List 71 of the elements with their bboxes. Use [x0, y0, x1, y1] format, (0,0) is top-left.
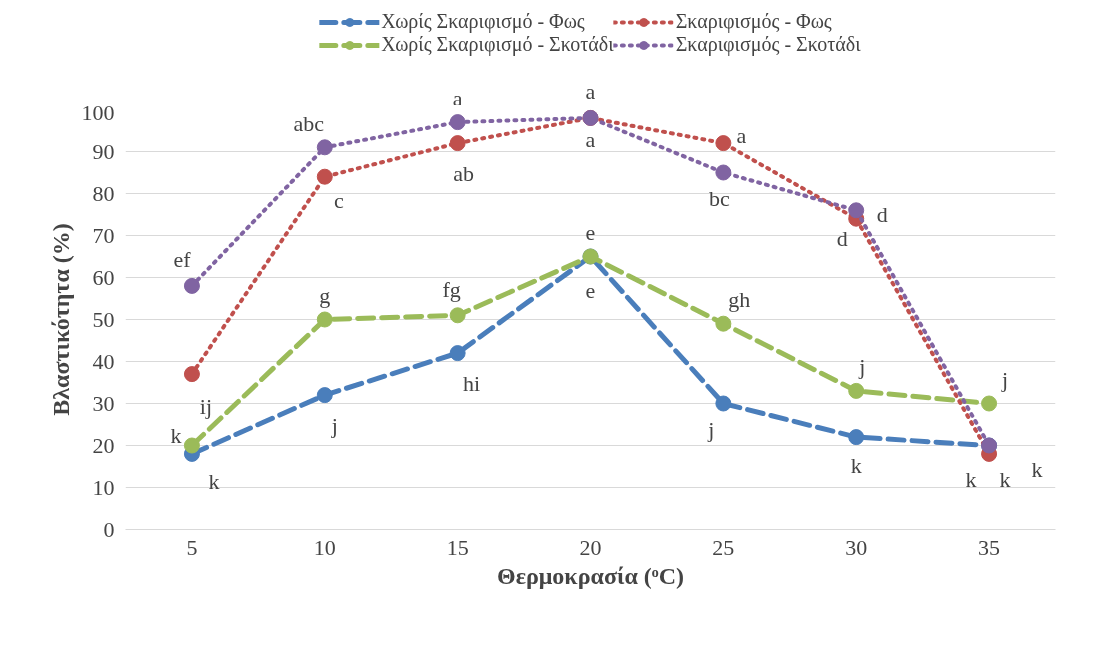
x-tick-label: 10 — [313, 534, 336, 560]
annotation: hi — [463, 370, 481, 396]
annotation: d — [876, 201, 888, 227]
annotation: j — [1001, 367, 1009, 392]
annotation: e — [585, 277, 596, 303]
annotation: k — [999, 467, 1011, 493]
annotation: k — [1031, 457, 1043, 482]
annotation: a — [736, 122, 747, 148]
annotation: e — [585, 219, 596, 245]
point — [715, 315, 732, 332]
y-tick-label: 40 — [92, 348, 115, 374]
legend-label: Χωρίς Σκαριφισμό - Φως — [381, 10, 585, 33]
annotation: fg — [442, 276, 461, 302]
point — [316, 311, 333, 328]
x-axis-title: Θερμοκρασία (ᵒC) — [496, 562, 685, 589]
annotation: j — [330, 412, 338, 438]
annotation: ij — [199, 393, 213, 419]
y-tick-label: 90 — [92, 138, 115, 164]
point — [183, 277, 200, 294]
point — [316, 387, 333, 404]
annotation: k — [208, 469, 220, 495]
y-tick-label: 10 — [92, 474, 115, 500]
point — [316, 168, 333, 185]
y-tick-label: 20 — [92, 432, 115, 458]
point — [183, 366, 200, 383]
annotation: a — [585, 79, 596, 105]
point — [715, 164, 732, 181]
annotation: j — [858, 354, 866, 380]
annotation: a — [452, 85, 463, 111]
annotation: bc — [708, 186, 730, 211]
point — [449, 307, 466, 324]
x-tick-label: 5 — [186, 534, 198, 560]
annotation: c — [333, 188, 344, 214]
x-tick-label: 30 — [845, 534, 868, 560]
y-tick-label: 30 — [92, 390, 115, 416]
legend-label: Χωρίς Σκαριφισμό - Σκοτάδι — [381, 33, 614, 56]
annotation: abc — [293, 110, 325, 136]
x-tick-label: 20 — [579, 534, 602, 560]
y-axis-title: Βλαστικότητα (%) — [47, 223, 74, 416]
y-tick-label: 0 — [103, 516, 115, 542]
y-tick-label: 50 — [92, 306, 115, 332]
y-tick-label: 60 — [92, 264, 115, 290]
point — [715, 135, 732, 152]
point — [449, 135, 466, 152]
point — [848, 202, 865, 219]
x-tick-label: 25 — [712, 534, 735, 560]
legend-label: Σκαριφισμός - Σκοτάδι — [675, 33, 861, 56]
y-tick-label: 80 — [92, 180, 115, 206]
y-tick-label: 70 — [92, 222, 115, 248]
legend-label: Σκαριφισμός - Φως — [675, 10, 832, 33]
point — [848, 429, 865, 446]
point — [715, 395, 732, 412]
annotation: k — [170, 423, 182, 448]
point — [449, 114, 466, 131]
annotation: g — [319, 283, 331, 308]
annotation: gh — [728, 287, 751, 313]
point — [981, 395, 998, 412]
point — [449, 345, 466, 362]
annotation: ef — [173, 247, 192, 273]
annotation: a — [585, 127, 596, 153]
annotation: d — [836, 226, 848, 252]
annotation: k — [850, 452, 862, 478]
point — [316, 139, 333, 156]
x-tick-label: 35 — [978, 534, 1001, 560]
y-tick-label: 100 — [81, 99, 115, 125]
annotation: k — [965, 467, 977, 492]
point — [848, 382, 865, 399]
annotation: j — [707, 417, 715, 442]
x-tick-label: 15 — [446, 534, 469, 560]
point — [183, 437, 200, 454]
annotation: ab — [453, 160, 475, 186]
